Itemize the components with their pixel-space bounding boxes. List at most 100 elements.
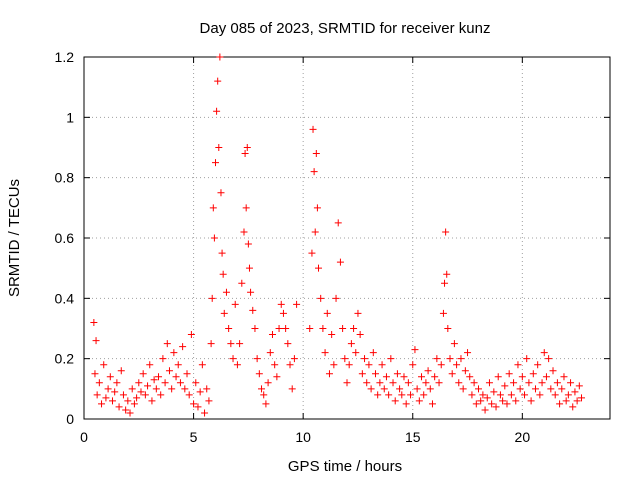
data-point	[238, 279, 246, 287]
data-point	[407, 391, 415, 399]
data-point	[461, 367, 469, 375]
data-point	[135, 379, 143, 387]
y-tick-labels: 0 0.2 0.4 0.6 0.8 1 1.2	[55, 49, 75, 427]
data-point	[496, 391, 504, 399]
data-point	[266, 349, 274, 357]
data-point	[126, 409, 134, 417]
data-point	[130, 400, 138, 408]
data-point	[475, 385, 482, 393]
data-point	[128, 385, 136, 393]
data-point	[571, 388, 579, 396]
data-point	[95, 379, 103, 387]
data-point	[214, 77, 222, 85]
data-point	[562, 397, 570, 405]
data-point	[400, 373, 408, 381]
data-point	[505, 370, 513, 378]
data-point	[216, 53, 224, 61]
data-point	[347, 340, 355, 348]
tick-marks	[83, 56, 610, 420]
data-point	[369, 349, 377, 357]
data-point	[433, 355, 441, 363]
data-point	[219, 270, 227, 278]
data-point	[233, 361, 241, 369]
data-point	[181, 385, 189, 393]
data-point	[159, 355, 167, 363]
data-point	[358, 370, 366, 378]
data-point	[308, 249, 316, 257]
data-point	[464, 349, 472, 357]
x-axis-label: GPS time / hours	[288, 458, 402, 475]
data-point	[485, 379, 493, 387]
data-point	[453, 361, 461, 369]
data-point	[455, 379, 463, 387]
y-tick-label: 0.6	[55, 230, 75, 246]
data-point	[176, 379, 184, 387]
data-point	[139, 370, 147, 378]
y-tick-label: 0.4	[55, 290, 75, 306]
data-point	[499, 397, 507, 405]
data-point	[290, 355, 298, 363]
data-point	[231, 300, 239, 308]
data-point	[277, 300, 285, 308]
data-point	[380, 385, 388, 393]
x-tick-label: 10	[295, 429, 311, 445]
y-tick-label: 0	[66, 411, 74, 427]
data-point	[361, 355, 369, 363]
data-point	[241, 150, 249, 158]
data-point	[217, 189, 225, 197]
data-point	[317, 294, 325, 302]
data-point	[229, 355, 237, 363]
x-tick-label: 15	[405, 429, 421, 445]
data-point	[385, 391, 393, 399]
data-point	[398, 391, 406, 399]
data-point	[271, 361, 279, 369]
data-point	[479, 391, 487, 399]
data-point	[391, 397, 399, 405]
data-point	[527, 397, 535, 405]
data-point	[225, 325, 233, 332]
data-point	[393, 370, 401, 378]
data-point	[170, 349, 178, 357]
data-point	[428, 400, 436, 408]
data-point	[488, 400, 496, 408]
data-point	[523, 355, 531, 363]
data-point	[518, 373, 526, 381]
data-point	[150, 376, 158, 384]
data-point	[163, 340, 171, 348]
data-point	[243, 144, 251, 151]
data-point	[343, 379, 351, 387]
data-point	[540, 349, 548, 357]
data-point	[551, 391, 559, 399]
data-point	[148, 397, 156, 405]
x-tick-label: 5	[190, 429, 198, 445]
data-point	[387, 355, 395, 363]
data-point	[242, 204, 250, 212]
data-point	[207, 340, 215, 348]
data-point	[443, 270, 451, 278]
data-point	[339, 325, 347, 332]
data-point	[190, 400, 198, 408]
data-point	[336, 258, 344, 266]
data-point	[251, 325, 259, 332]
data-point	[227, 340, 235, 348]
data-point	[575, 382, 583, 390]
data-point	[492, 403, 500, 411]
data-point	[510, 379, 518, 387]
data-point	[470, 379, 478, 387]
x-tick-label: 0	[80, 429, 88, 445]
data-point	[212, 159, 219, 167]
data-point	[536, 391, 544, 399]
data-point	[418, 373, 426, 381]
data-point	[330, 361, 338, 369]
data-point	[275, 325, 283, 332]
data-point	[311, 228, 319, 236]
data-point	[137, 388, 145, 396]
data-point	[282, 325, 290, 332]
data-point	[236, 340, 244, 348]
data-point	[529, 370, 537, 378]
data-point	[144, 382, 152, 390]
data-point	[187, 331, 195, 339]
data-point	[481, 406, 489, 414]
data-point	[284, 340, 292, 348]
